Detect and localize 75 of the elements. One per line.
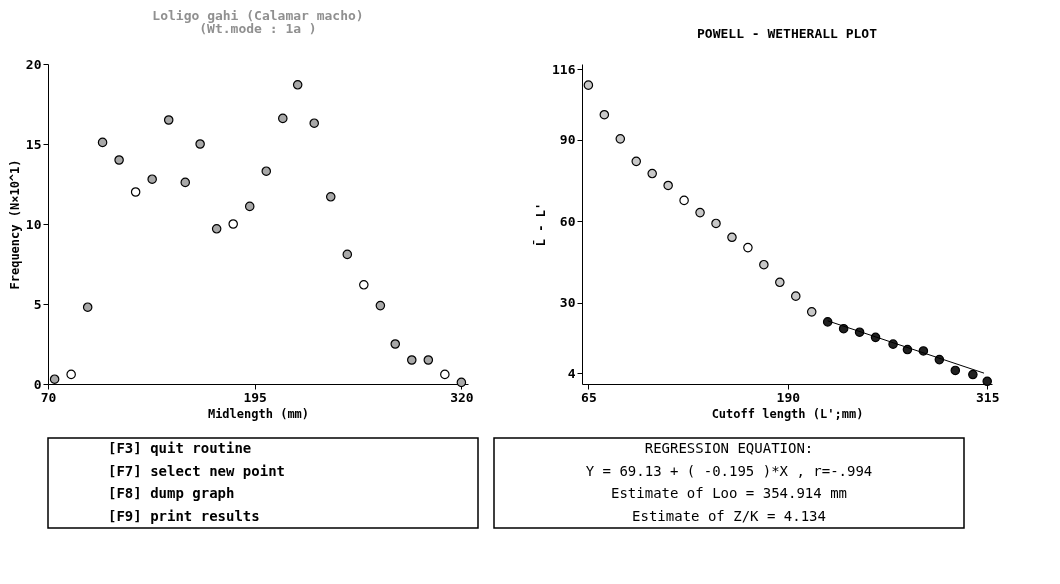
point xyxy=(114,155,124,165)
text: Estimate of Z/K = 4.134 xyxy=(632,507,826,524)
point xyxy=(390,339,401,349)
y-tick-label: 0 xyxy=(33,376,42,392)
x-axis-title: Cutoff length (L';mm) xyxy=(711,406,864,421)
point xyxy=(359,280,369,290)
text: [F9] print results xyxy=(108,507,260,524)
text: [F8] dump graph xyxy=(108,485,235,502)
point xyxy=(440,369,450,380)
point xyxy=(228,219,238,229)
point xyxy=(147,174,157,184)
y-tick-label: 5 xyxy=(33,296,42,312)
chart-title: POWELL - WETHERALL PLOT xyxy=(696,26,878,42)
point xyxy=(679,195,689,206)
point xyxy=(342,249,353,260)
y-tick-label: 116 xyxy=(552,61,576,77)
point xyxy=(407,355,417,365)
point xyxy=(968,369,978,380)
y-tick-label: 30 xyxy=(559,295,576,311)
x-axis-title: Midlength (mm) xyxy=(207,406,310,421)
point xyxy=(982,376,992,387)
y-axis-title: L̄ - L' xyxy=(532,202,549,247)
x-tick-label: 320 xyxy=(450,389,474,405)
text: REGRESSION EQUATION: xyxy=(644,440,814,457)
point xyxy=(583,80,594,90)
point xyxy=(278,113,288,124)
point xyxy=(695,207,705,218)
point xyxy=(775,277,785,288)
x-tick-label: 65 xyxy=(581,389,597,405)
point xyxy=(211,224,222,234)
point xyxy=(82,302,93,312)
y-tick-label: 15 xyxy=(25,136,42,152)
point xyxy=(615,134,626,144)
point xyxy=(244,201,255,212)
point xyxy=(599,109,610,120)
point xyxy=(727,232,737,243)
y-tick-label: 90 xyxy=(559,132,576,148)
point xyxy=(292,80,303,90)
point xyxy=(456,377,467,388)
x-tick-label: 190 xyxy=(776,389,801,405)
y-tick-label: 20 xyxy=(25,56,42,72)
point xyxy=(423,355,434,365)
point xyxy=(806,307,817,317)
point xyxy=(950,365,961,376)
x-tick-label: 70 xyxy=(40,389,57,405)
point xyxy=(325,192,336,202)
point xyxy=(759,259,769,270)
point xyxy=(790,291,801,301)
x-tick-label: 315 xyxy=(975,389,1000,405)
point xyxy=(195,139,205,149)
point xyxy=(743,242,753,253)
chart-subtitle: (Wt.mode : 1a ) xyxy=(199,21,317,36)
y-tick-label: 60 xyxy=(559,213,576,229)
point xyxy=(663,180,673,191)
chart-title: Loligo gahi (Calamar macho) xyxy=(152,8,364,23)
point xyxy=(631,156,642,167)
point xyxy=(66,369,76,380)
text: [F3] quit routine xyxy=(108,440,252,457)
point xyxy=(375,300,386,311)
point xyxy=(261,166,272,176)
point xyxy=(180,177,191,188)
point xyxy=(130,187,141,197)
y-tick-label: 10 xyxy=(25,216,42,232)
point xyxy=(163,115,174,125)
point xyxy=(309,118,319,128)
point xyxy=(647,168,657,179)
x-tick-label: 195 xyxy=(243,389,267,405)
point xyxy=(49,374,60,384)
y-axis-title: Frequency (N×10^1) xyxy=(7,159,22,290)
text: [F7] select new point xyxy=(108,462,286,479)
y-tick-label: 4 xyxy=(567,365,576,381)
point xyxy=(711,218,721,229)
text: Y = 69.13 + ( -0.195 )*X , r=-.994 xyxy=(585,462,873,479)
text: Estimate of Loo = 354.914 mm xyxy=(610,485,848,502)
point xyxy=(97,137,108,148)
